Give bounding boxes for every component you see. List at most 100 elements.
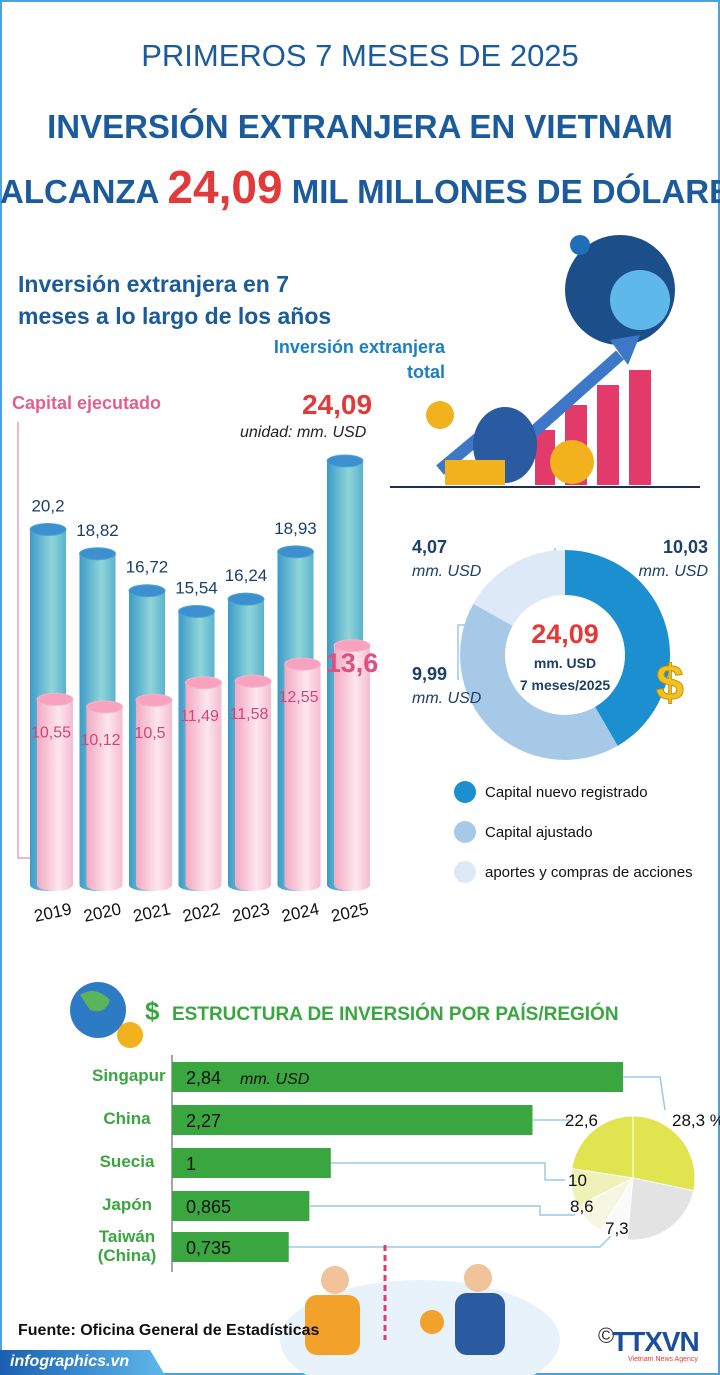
bar [37,699,73,885]
value-label: 2,27 [186,1111,221,1131]
bar [136,700,172,885]
bar-cap [234,674,272,688]
value-label: 10 [568,1171,587,1190]
chart-title: ESTRUCTURA DE INVERSIÓN POR PAÍS/REGIÓN [172,1004,619,1025]
value-label: 11,49 [180,708,219,725]
value-label: 24,09 [302,389,372,420]
bar-cap [29,522,67,536]
value-label: 10,12 [80,732,120,749]
title-highlight: 24,09 [167,161,283,213]
bar-cap [227,592,265,606]
bar-base [136,879,172,891]
bar-cap [36,692,74,706]
bar-base [334,879,370,891]
donut-slice [473,550,565,626]
x-tick-label: 2023 [230,899,271,925]
value-label: 15,54 [175,578,218,597]
bar-base [235,879,271,891]
value-label: 13,6 [326,648,379,678]
value-label: 22,6 [565,1111,598,1130]
donut-slice [460,603,618,760]
bar [172,1191,310,1221]
legend-swatch [454,821,476,843]
x-tick-label: 2022 [181,899,222,925]
x-tick-label: 2020 [82,899,123,925]
value-label: 28,3 % [672,1111,720,1130]
value-label: 4,07 [412,537,447,557]
value-label: 2,84 [186,1068,221,1088]
y-tick-label: Singapur [92,1066,166,1085]
value-label: 8,6 [570,1197,594,1216]
svg-text:$: $ [145,996,160,1026]
title: INVERSIÓN EXTRANJERA EN VIETNAM [47,108,673,145]
series-label: Inversión extranjera total [273,337,445,382]
bar-cap [128,584,166,598]
bar-cap [277,545,314,559]
illustration [390,235,700,488]
center-period: 7 meses/2025 [520,677,611,693]
unit: unidad: mm. USD [240,424,367,441]
bar [235,681,271,885]
value-label: 9,99 [412,664,447,684]
y-tick-label: China [103,1109,151,1128]
y-tick-label: Suecia [99,1152,155,1171]
legend-label: Capital nuevo registrado [485,784,648,801]
bar [172,1105,533,1135]
bar [172,1232,289,1262]
bar [334,645,370,885]
bar-cap [79,547,116,561]
bar-cap [185,676,222,690]
logo-sub: Vietnam News Agency [628,1356,698,1363]
bar-cap [333,639,371,653]
legend-swatch [454,861,476,883]
connectors [288,548,666,1248]
source: Fuente: Oficina General de Estadísticas [18,1322,320,1339]
title-part: ALCANZA [0,173,159,210]
value-label: 10,55 [31,724,71,741]
value-label: 7,3 [605,1219,629,1238]
donut-slice [565,550,670,746]
value-label: 18,93 [274,519,317,538]
x-tick-label: 2024 [280,899,321,925]
bar [172,1062,623,1092]
chart-title: Inversión extranjera en 7 meses a lo lar… [18,271,332,329]
value-label: 20,2 [31,496,64,515]
site: infographics.vn [10,1353,130,1370]
value-label: 16,72 [126,558,169,577]
bar-cap [135,693,173,707]
kicker: PRIMEROS 7 MESES DE 2025 [141,38,579,73]
value-unit: mm. USD [412,690,482,707]
bar-base [37,879,73,891]
copyright-mark: © [598,1323,614,1348]
legend-swatch [454,781,476,803]
title-line2: ALCANZA 24,09 MIL MILLONES DE DÓLARES [0,160,720,214]
center-value: 24,09 [531,619,599,649]
y-tick-label: Taiwán (China) [97,1227,157,1265]
legend-label: aportes y compras de acciones [485,864,693,881]
value-label: 10,5 [134,725,165,742]
value-label: 0,865 [186,1197,231,1217]
globe-icon: $ [70,982,160,1048]
footer-band [0,1350,165,1375]
bar-cap [178,604,215,618]
pie-slice [626,1177,695,1241]
title-part: MIL MILLONES DE DÓLARES [291,173,720,210]
bar [284,664,321,885]
pie-slice [632,1115,696,1192]
value-label: 11,58 [230,706,269,723]
bar-base [185,879,222,891]
x-tick-label: 2019 [32,899,73,925]
bar [185,682,222,885]
bar-cap [284,657,321,671]
value-label: 16,24 [225,566,268,585]
pie-slice [571,1115,634,1179]
bar [172,1148,331,1178]
logo: TTXVN [612,1326,700,1357]
people-illustration [280,1245,560,1375]
x-tick-label: 2025 [329,899,370,925]
y-tick-label: Japón [101,1195,153,1214]
value-unit: mm. USD [412,563,482,580]
x-tick-label: 2021 [131,899,172,925]
